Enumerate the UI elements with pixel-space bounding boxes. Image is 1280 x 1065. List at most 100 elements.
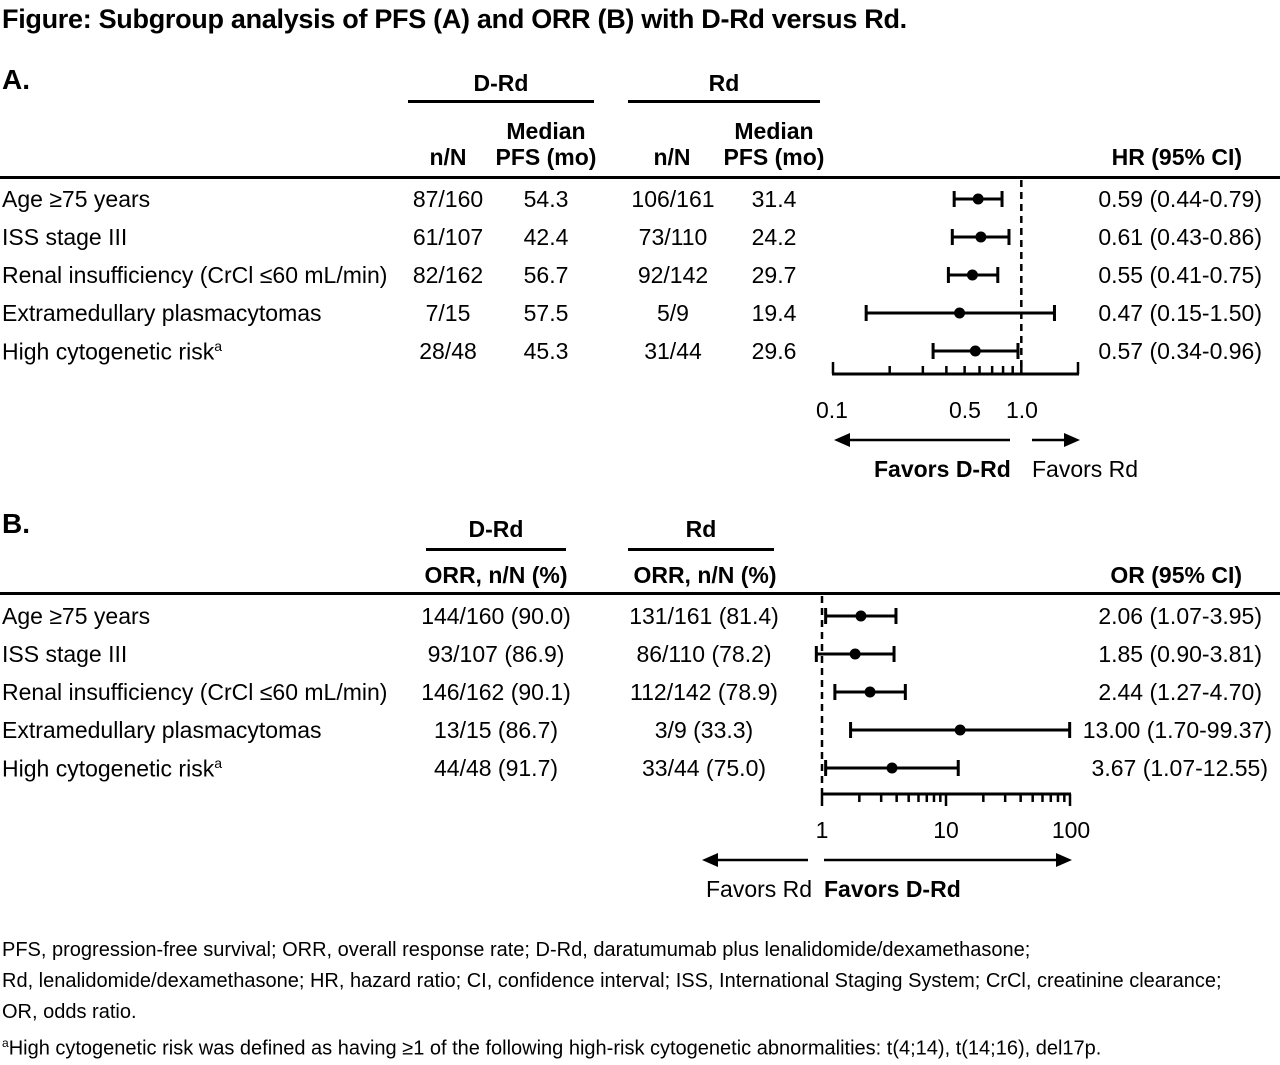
panel-b-rd-orr: 86/110 (78.2)	[636, 641, 772, 667]
panel-a-rd-n: 31/44	[644, 338, 702, 364]
panel-a-point-estimate	[972, 193, 984, 205]
panel-a-row-label: ISS stage III	[2, 224, 128, 250]
panel-b-arrowhead-right	[1056, 853, 1072, 867]
panel-a-drd-n: 82/162	[412, 262, 484, 288]
panel-b-drd-orr: 13/15 (86.7)	[433, 717, 559, 743]
panel-a-drd-median: 54.3	[523, 186, 569, 212]
panel-a-drd-median: 57.5	[523, 300, 569, 326]
panel-a-hr-ci: 0.59 (0.44-0.79)	[1098, 186, 1262, 212]
panel-a-rd-n-header: n/N	[653, 144, 691, 170]
panel-b-rd-orr: 33/44 (75.0)	[641, 755, 767, 781]
panel-a-drd-group-rule	[408, 100, 594, 103]
panel-a-drd-n: 7/15	[425, 300, 471, 326]
panel-a-hr-ci: 0.47 (0.15-1.50)	[1098, 300, 1262, 326]
panel-b-row-label: Age ≥75 years	[2, 603, 151, 629]
panel-a-rd-median-header: Median PFS (mo)	[723, 118, 825, 170]
panel-b-rd-group-label: Rd	[685, 516, 717, 542]
footnote-line: Rd, lenalidomide/dexamethasone; HR, haza…	[2, 970, 1222, 992]
footnote-marker: a	[214, 755, 222, 771]
footnote-a-marker: a	[2, 1036, 9, 1050]
panel-a-drd-median-header: Median PFS (mo)	[495, 118, 597, 170]
panel-b-arrowhead-left	[702, 853, 718, 867]
panel-a-point-estimate	[969, 345, 981, 357]
panel-b-point-estimate	[849, 648, 861, 660]
panel-a-favors-left: Favors D-Rd	[874, 456, 1011, 482]
panel-a-header-rule	[0, 176, 1280, 179]
panel-b-rd-orr: 3/9 (33.3)	[654, 717, 754, 743]
panel-a-tick-label: 0.5	[949, 397, 981, 423]
figure-title: Figure: Subgroup analysis of PFS (A) and…	[2, 4, 907, 34]
panel-a-row-label: Renal insufficiency (CrCl ≤60 mL/min)	[2, 262, 388, 288]
panel-b-row-label: High cytogenetic riska	[2, 755, 222, 782]
panel-a-drd-n: 61/107	[412, 224, 484, 250]
panel-a-rd-n: 5/9	[657, 300, 689, 326]
panel-a-rd-n: 106/161	[631, 186, 715, 212]
panel-a-drd-n-header: n/N	[429, 144, 467, 170]
panel-a-rd-group-label: Rd	[708, 70, 740, 96]
panel-b-favors-left: Favors Rd	[706, 876, 813, 902]
panel-a-row-label: Age ≥75 years	[2, 186, 151, 212]
panel-a-rd-median: 29.7	[751, 262, 797, 288]
panel-a-drd-n: 28/48	[419, 338, 477, 364]
footnote-line: OR, odds ratio.	[2, 1001, 137, 1023]
panel-b-tick-label: 1	[815, 817, 829, 843]
panel-b-rd-orr: 131/161 (81.4)	[629, 603, 779, 629]
panel-b-point-estimate	[954, 724, 966, 736]
panel-a-tick-label: 1.0	[1006, 397, 1038, 423]
panel-b-drd-orr: 44/48 (91.7)	[433, 755, 559, 781]
footnote-line: PFS, progression-free survival; ORR, ove…	[2, 939, 1031, 961]
panel-b-row-label: Extramedullary plasmacytomas	[2, 717, 322, 743]
panel-b-rd-header: ORR, n/N (%)	[633, 562, 777, 588]
panel-b-or-header: OR (95% CI)	[1110, 562, 1242, 588]
panel-a-rd-n: 92/142	[637, 262, 709, 288]
panel-a-drd-median: 56.7	[523, 262, 569, 288]
footnote-marker: a	[214, 338, 222, 354]
panel-a-drd-group-label: D-Rd	[473, 70, 529, 96]
panel-b-favors-right: Favors D-Rd	[824, 876, 961, 902]
panel-b-drd-orr: 144/160 (90.0)	[421, 603, 571, 629]
panel-a-rd-median: 29.6	[751, 338, 797, 364]
panel-b-drd-group-rule	[426, 548, 566, 551]
panel-b-or-ci: 2.44 (1.27-4.70)	[1098, 679, 1262, 705]
panel-a-point-estimate	[966, 269, 978, 281]
panel-b-tick-label: 100	[1051, 817, 1091, 843]
panel-a-row-label: Extramedullary plasmacytomas	[2, 300, 322, 326]
panel-a-rd-median: 19.4	[751, 300, 797, 326]
panel-a-hr-ci: 0.61 (0.43-0.86)	[1098, 224, 1262, 250]
panel-a-drd-median: 42.4	[523, 224, 569, 250]
panel-a-rd-median: 31.4	[751, 186, 797, 212]
panel-b-or-ci: 1.85 (0.90-3.81)	[1098, 641, 1262, 667]
panel-b-rd-orr: 112/142 (78.9)	[630, 679, 778, 705]
footnote-a-text: High cytogenetic risk was defined as hav…	[8, 1037, 1102, 1060]
panel-a-arrowhead-right	[1064, 433, 1080, 447]
panel-b-or-ci: 13.00 (1.70-99.37)	[1082, 717, 1272, 743]
panel-b-drd-orr: 146/162 (90.1)	[421, 679, 571, 705]
panel-a-rd-median: 24.2	[751, 224, 797, 250]
panel-a-hr-header: HR (95% CI)	[1111, 144, 1242, 170]
panel-b-row-label: ISS stage III	[2, 641, 128, 667]
panel-a-hr-ci: 0.55 (0.41-0.75)	[1098, 262, 1262, 288]
panel-b-row-label: Renal insufficiency (CrCl ≤60 mL/min)	[2, 679, 388, 705]
panel-b-header-rule	[0, 592, 1280, 595]
panel-b-rd-group-rule	[628, 548, 774, 551]
panel-a-point-estimate	[975, 231, 987, 243]
panel-b-or-ci: 2.06 (1.07-3.95)	[1098, 603, 1262, 629]
panel-b-point-estimate	[886, 762, 898, 774]
panel-b-drd-orr: 93/107 (86.9)	[427, 641, 565, 667]
panel-a-favors-right: Favors Rd	[1032, 456, 1139, 482]
panel-b-point-estimate	[864, 686, 876, 698]
panel-b-label: B.	[2, 508, 30, 539]
panel-a-rd-group-rule	[628, 100, 820, 103]
panel-b-drd-group-label: D-Rd	[468, 516, 524, 542]
panel-a-tick-label: 0.1	[816, 397, 848, 423]
panel-a-point-estimate	[954, 307, 966, 319]
panel-a-drd-n: 87/160	[412, 186, 484, 212]
panel-b-drd-header: ORR, n/N (%)	[424, 562, 568, 588]
panel-b-tick-label: 10	[933, 817, 959, 843]
footnote-a: aHigh cytogenetic risk was defined as ha…	[2, 1028, 1101, 1065]
panel-a-label: A.	[2, 64, 30, 95]
panel-a-rd-n: 73/110	[638, 224, 708, 250]
panel-a-drd-median: 45.3	[523, 338, 569, 364]
panel-b-point-estimate	[855, 610, 867, 622]
